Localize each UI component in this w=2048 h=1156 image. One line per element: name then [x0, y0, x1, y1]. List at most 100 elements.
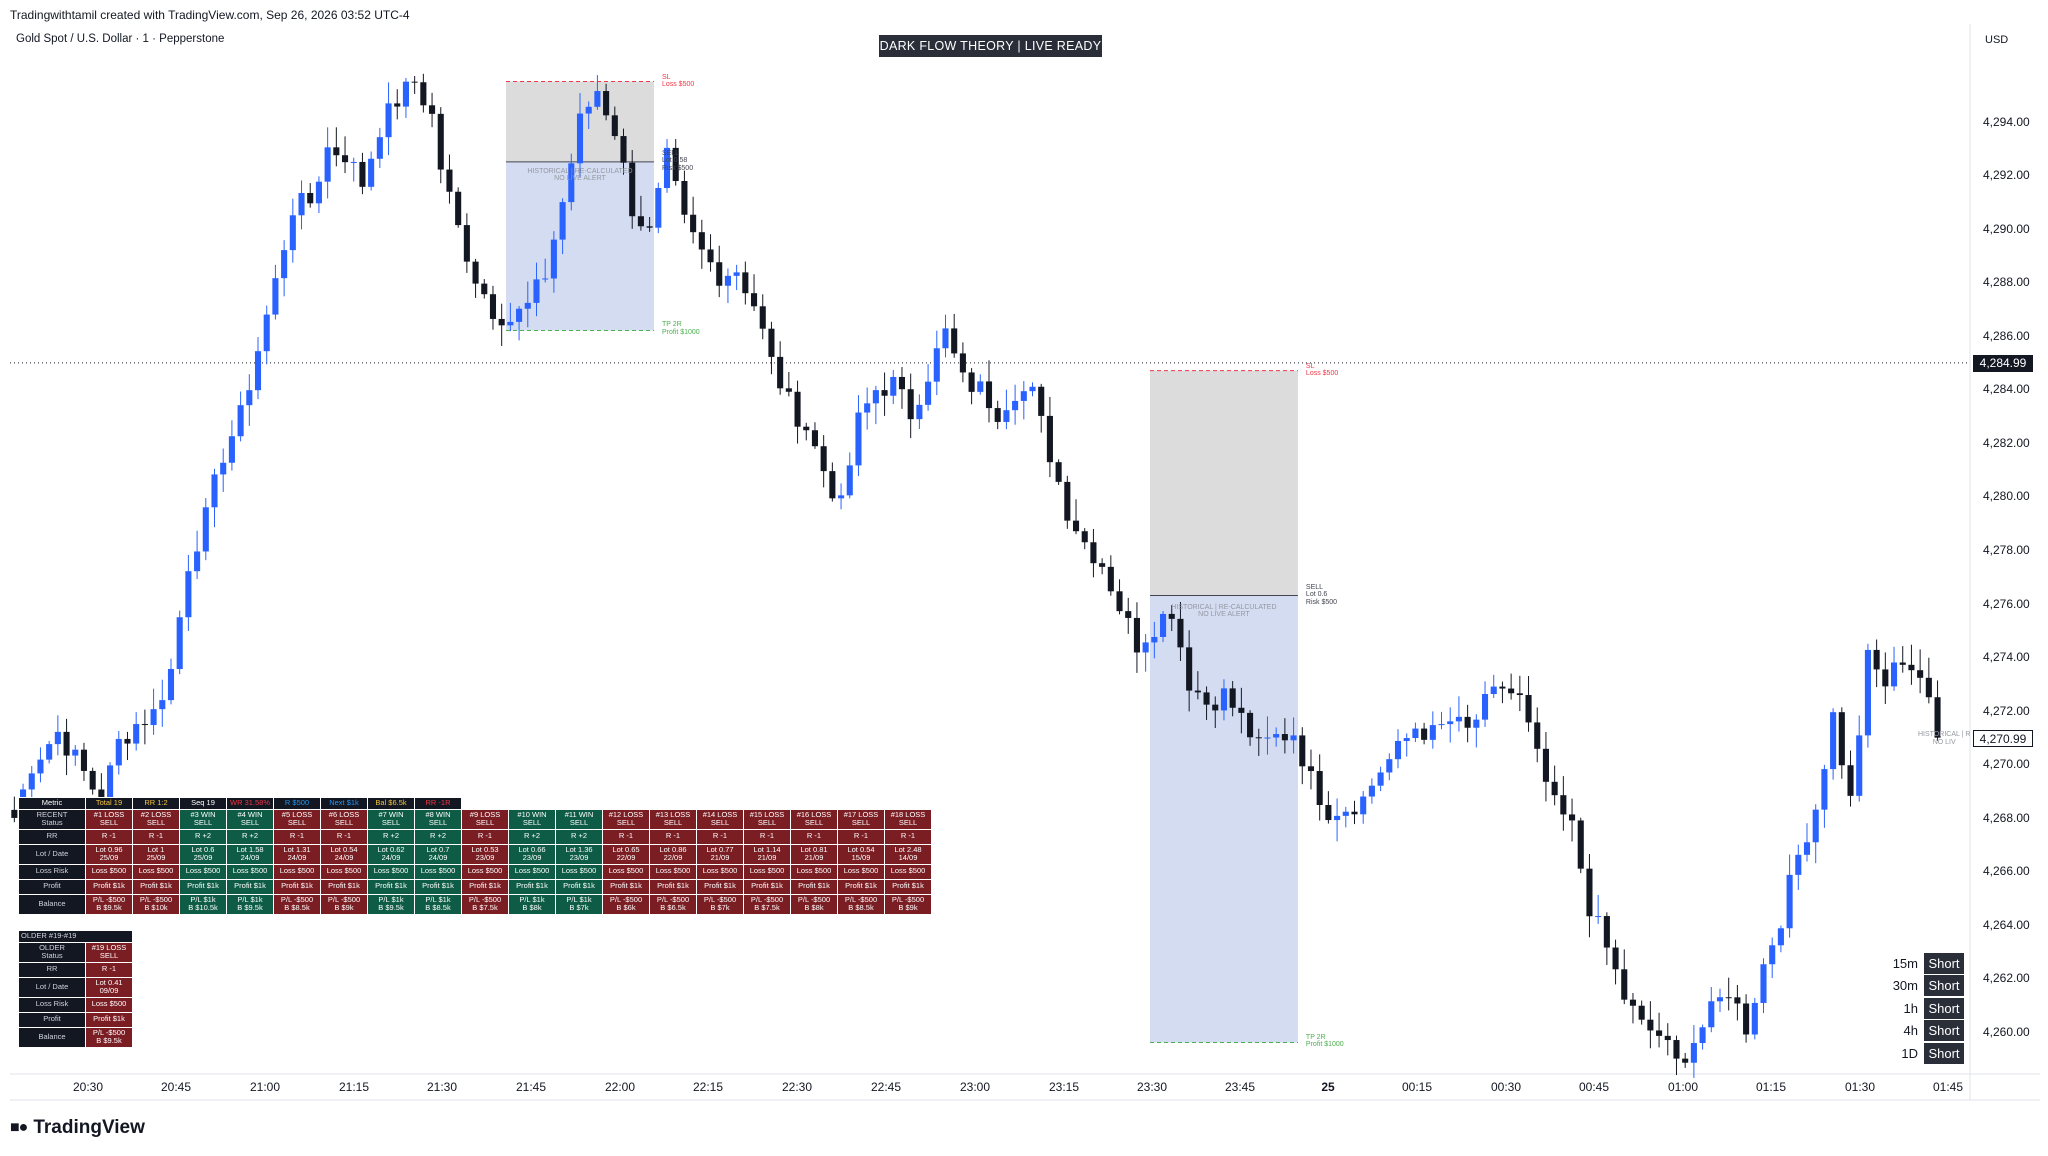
trade-cell: #14 LOSS SELL: [696, 808, 744, 830]
bear-candle: [742, 272, 749, 294]
time-tick-label: 21:30: [426, 1080, 458, 1094]
bull-candle: [663, 147, 671, 189]
trade-cell: R -1: [837, 828, 885, 845]
trade-cell: Profit $1k: [555, 878, 603, 895]
bull-candle: [324, 147, 331, 182]
trade-cell: #18 LOSS SELL: [884, 808, 932, 830]
bear-candle: [1603, 916, 1610, 948]
time-tick-label: 20:30: [72, 1080, 104, 1094]
row-label: Lot / Date: [18, 976, 86, 998]
bear-candle: [820, 446, 827, 472]
timeframe-signal: Short: [1924, 975, 1964, 997]
bull-candle: [1142, 642, 1149, 653]
bull-candle: [942, 328, 949, 349]
bear-candle: [1673, 1040, 1680, 1059]
bull-candle: [977, 381, 984, 392]
bear-candle: [1621, 969, 1628, 1000]
bull-candle: [1368, 785, 1375, 797]
row-label: Loss Risk: [18, 863, 86, 880]
trade-cell: Loss $500: [132, 863, 180, 880]
trade-cell: R -1: [743, 828, 791, 845]
bear-candle: [1525, 695, 1532, 723]
bear-candle: [1133, 617, 1140, 653]
bull-candle: [368, 158, 375, 187]
symbol-title[interactable]: Gold Spot / U.S. Dollar · 1 · Pepperston…: [16, 33, 225, 45]
bull-candle: [724, 275, 731, 286]
stop-loss-zone: [1149, 370, 1298, 596]
bull-candle: [1264, 737, 1271, 739]
bull-candle: [1856, 735, 1863, 796]
trade-cell: R +2: [367, 828, 415, 845]
bull-candle: [1342, 811, 1349, 816]
bear-candle: [1186, 647, 1193, 691]
bear-candle: [985, 381, 993, 409]
trade-cell: P/L -$500 B $6.5k: [649, 893, 697, 915]
trade-stats-table: Metric Total 19 RR 1:2 Seq 19 WR 31.58% R $50…: [18, 797, 932, 915]
bear-candle: [333, 147, 340, 156]
bear-candle: [951, 328, 958, 354]
bear-candle: [11, 809, 18, 818]
current-price-label: 4,270.99: [1973, 729, 2033, 747]
bull-candle: [1699, 1027, 1706, 1044]
price-tick-label: 4,262.00: [1983, 971, 2030, 986]
bear-candle: [1638, 1005, 1645, 1020]
bull-candle: [855, 412, 862, 466]
bear-candle: [1934, 697, 1941, 738]
timeframe-name: 1D: [1901, 1045, 1918, 1061]
price-tick-label: 4,288.00: [1983, 275, 2030, 290]
bear-candle: [1212, 704, 1219, 711]
price-tick-label: 4,280.00: [1983, 489, 2030, 504]
bear-candle: [1917, 670, 1924, 678]
time-tick-label: 23:15: [1048, 1080, 1080, 1094]
bull-candle: [385, 103, 392, 138]
trade-cell: Loss $500: [696, 863, 744, 880]
price-tick-label: 4,276.00: [1983, 596, 2030, 611]
stats-header-cell: WR 31.58%: [226, 797, 274, 810]
price-tick-label: 4,270.00: [1983, 757, 2030, 772]
bear-candle: [1046, 415, 1053, 463]
trade-cell: #5 LOSS SELL: [273, 808, 321, 830]
trade-cell: Profit $1k: [743, 878, 791, 895]
row-label: Balance: [18, 893, 86, 915]
bear-candle: [341, 155, 349, 163]
trade-cell: #12 LOSS SELL: [602, 808, 650, 830]
trade-cell: #8 WIN SELL: [414, 808, 462, 830]
trade-cell: Lot 1.31 24/09: [273, 843, 321, 865]
bear-candle: [1534, 722, 1541, 749]
bear-candle: [777, 356, 784, 389]
bull-candle: [1003, 410, 1010, 422]
bear-candle: [1351, 811, 1358, 815]
row-label: RR: [18, 961, 86, 978]
price-tick-label: 4,294.00: [1983, 114, 2030, 129]
row-label: Loss Risk: [18, 996, 86, 1013]
bear-candle: [1081, 531, 1088, 543]
trade-cell: P/L $1k B $9.5k: [367, 893, 415, 915]
bear-candle: [603, 91, 610, 116]
bear-candle: [1647, 1019, 1654, 1031]
currency-label[interactable]: USD: [1985, 34, 2009, 46]
tradingview-logo[interactable]: ■● TradingView: [10, 1117, 145, 1139]
bull-candle: [1273, 734, 1280, 738]
trade-cell: R -1: [85, 828, 133, 845]
price-tick-label: 4,292.00: [1983, 168, 2030, 183]
trade-cell: P/L -$500 B $8.5k: [837, 893, 885, 915]
bear-candle: [620, 136, 627, 163]
bear-candle: [1560, 795, 1567, 815]
bear-candle: [759, 306, 766, 329]
trade-cell: P/L $1k B $7k: [555, 893, 603, 915]
time-tick-label: 01:30: [1844, 1080, 1876, 1094]
stats-header-row: Metric Total 19 RR 1:2 Seq 19 WR 31.58% R $50…: [18, 797, 932, 810]
bear-candle: [1203, 692, 1210, 705]
trade-cell: R -1: [132, 828, 180, 845]
price-tick-label: 4,268.00: [1983, 810, 2030, 825]
bull-candle: [194, 551, 201, 572]
older-trade-cell: Lot 0.41 09/09: [85, 976, 133, 998]
bull-candle: [550, 239, 557, 279]
trade-cell: Lot 0.66 23/09: [508, 843, 556, 865]
trade-cell: Lot 1.14 21/09: [743, 843, 791, 865]
bear-candle: [1177, 618, 1184, 648]
trade-cell: P/L $1k B $8.5k: [414, 893, 462, 915]
bull-candle: [46, 744, 53, 760]
trade-cell: #15 LOSS SELL: [743, 808, 791, 830]
